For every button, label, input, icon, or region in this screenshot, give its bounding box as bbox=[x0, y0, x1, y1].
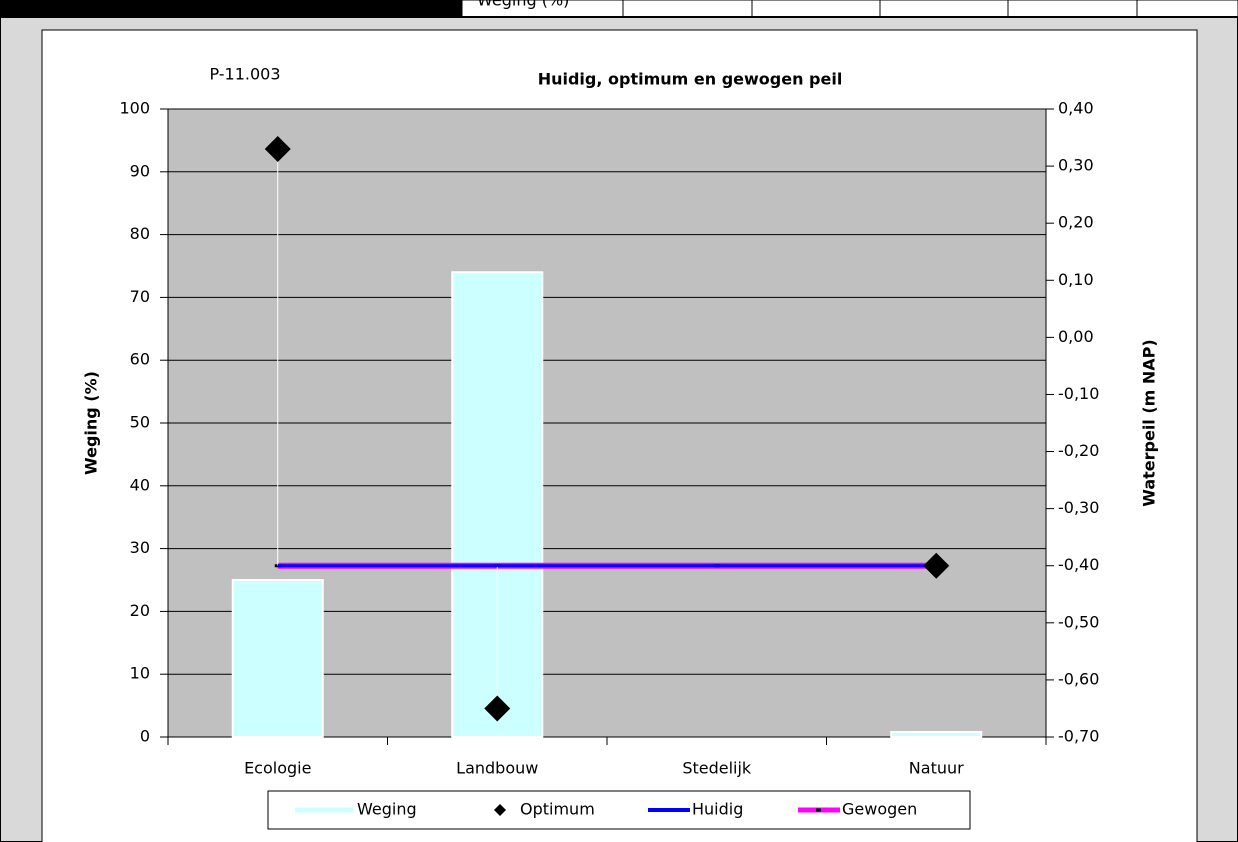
y-tick-label: 10 bbox=[130, 664, 150, 683]
marker bbox=[484, 695, 511, 722]
y2-tick-label: -0,60 bbox=[1058, 669, 1099, 688]
y-tick-label: 80 bbox=[130, 224, 150, 243]
legend bbox=[267, 790, 971, 830]
y2-tick-label: 0,40 bbox=[1058, 99, 1094, 118]
y2-tick-label: -0,40 bbox=[1058, 555, 1099, 574]
legend-swatch-marker bbox=[816, 808, 821, 812]
marker bbox=[923, 552, 950, 579]
y-tick-label: 30 bbox=[130, 538, 150, 557]
y2-tick-label: -0,50 bbox=[1058, 612, 1099, 631]
x-tick-label: Natuur bbox=[909, 759, 964, 778]
chart-title: Huidig, optimum en gewogen peil bbox=[538, 70, 843, 89]
legend-label: Gewogen bbox=[842, 800, 917, 819]
sheet-frame bbox=[0, 16, 1238, 842]
y2-tick-label: -0,10 bbox=[1058, 384, 1099, 403]
marker bbox=[264, 135, 291, 162]
x-tick-label: Stedelijk bbox=[682, 759, 752, 778]
legend-label: Weging bbox=[357, 800, 417, 819]
header-cell: Weging (%) bbox=[477, 0, 569, 10]
y2-tick-label: -0,30 bbox=[1058, 498, 1099, 517]
legend-label: Huidig bbox=[692, 800, 743, 819]
legend-swatch bbox=[494, 804, 506, 816]
y-tick-label: 0 bbox=[140, 727, 150, 746]
legend-label: Optimum bbox=[520, 800, 595, 819]
chart-label: P-11.003 bbox=[209, 65, 280, 84]
y2-tick-label: -0,70 bbox=[1058, 727, 1099, 746]
y2-axis-title: Waterpeil (m NAP) bbox=[1140, 339, 1159, 506]
bar bbox=[890, 730, 983, 739]
y2-tick-label: 0,10 bbox=[1058, 270, 1094, 289]
bar bbox=[231, 579, 324, 738]
y-axis-title: Weging (%) bbox=[82, 371, 101, 475]
y2-tick-label: 0,30 bbox=[1058, 156, 1094, 175]
cell-borders bbox=[461, 0, 1138, 17]
x-tick-label: Landbouw bbox=[456, 759, 538, 778]
y-tick-label: 60 bbox=[130, 350, 150, 369]
y-tick-label: 90 bbox=[130, 161, 150, 180]
y-tick-label: 100 bbox=[119, 99, 150, 118]
y2-tick-label: 0,20 bbox=[1058, 213, 1094, 232]
x-tick-label: Ecologie bbox=[244, 759, 311, 778]
y-tick-label: 40 bbox=[130, 475, 150, 494]
y-tick-label: 50 bbox=[130, 413, 150, 432]
y2-tick-label: 0,00 bbox=[1058, 327, 1094, 346]
y2-tick-label: -0,20 bbox=[1058, 441, 1099, 460]
selected-cell bbox=[0, 0, 462, 17]
y-tick-label: 20 bbox=[130, 601, 150, 620]
y-tick-label: 70 bbox=[130, 287, 150, 306]
